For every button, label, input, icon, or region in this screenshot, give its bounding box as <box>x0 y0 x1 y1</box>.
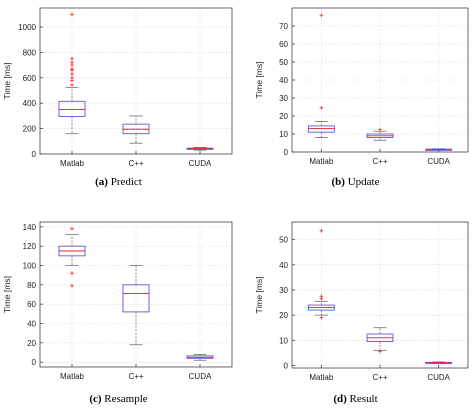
outlier-point <box>70 12 74 17</box>
y-tick-label: 30 <box>279 286 288 295</box>
box-cuda <box>425 148 453 151</box>
caption-predict: (a) Predict <box>95 176 142 188</box>
outlier-point <box>70 271 74 276</box>
y-tick-label: 50 <box>279 58 288 67</box>
y-tick-label: 30 <box>279 94 288 103</box>
outlier-point <box>319 229 324 233</box>
outlier-point <box>70 72 74 76</box>
outlier-point <box>70 226 74 231</box>
outlier-point <box>70 83 74 87</box>
outlier-point <box>70 284 74 288</box>
y-tick-label: 600 <box>23 74 37 83</box>
y-tick-label: 400 <box>23 99 37 108</box>
x-tick-label: CUDA <box>427 157 450 166</box>
y-tick-label: 40 <box>279 261 288 270</box>
outlier-point <box>378 349 382 354</box>
y-tick-label: 60 <box>279 40 288 49</box>
y-tick-label: 0 <box>32 150 37 159</box>
box-body <box>58 100 86 117</box>
subplot-update: 0 10 20 30 40 50 60 70 Matlab C++ CUDA Time [ms] <box>254 7 469 166</box>
y-tick-label: 0 <box>284 148 289 157</box>
box-cuda <box>186 146 214 151</box>
outlier-point <box>70 67 74 71</box>
x-tick-label: CUDA <box>189 372 212 381</box>
x-tick-label: Matlab <box>309 373 334 382</box>
outlier-point <box>319 106 324 110</box>
x-tick-label: Matlab <box>60 159 85 168</box>
y-tick-label: 50 <box>279 236 288 245</box>
y-axis-label: Time [ms] <box>254 62 264 99</box>
outlier-point <box>319 294 324 299</box>
y-tick-label: 120 <box>23 242 37 251</box>
x-tick-label: C++ <box>128 372 143 381</box>
outlier-point <box>70 76 74 80</box>
x-tick-label: CUDA <box>189 159 212 168</box>
y-tick-label: 200 <box>23 125 37 134</box>
y-axis-label: Time [ms] <box>2 63 12 100</box>
x-tick-label: Matlab <box>60 372 85 381</box>
y-axis-label: Time [ms] <box>2 276 12 313</box>
y-tick-label: 20 <box>279 112 288 121</box>
y-tick-label: 60 <box>27 300 36 309</box>
y-axis-label: Time [ms] <box>254 277 264 314</box>
y-tick-label: 70 <box>279 22 288 31</box>
box-matlab <box>58 12 86 135</box>
outlier-point <box>319 315 324 320</box>
outlier-point <box>70 56 74 61</box>
subplot-result: 0 10 20 30 40 50 Matlab C++ CUDA Time [ms] <box>254 221 469 382</box>
subplot-resample: 0 20 40 60 80 100 120 140 Matlab C++ CUDA Time [ms] <box>2 221 233 381</box>
y-tick-label: 20 <box>279 311 288 320</box>
box-matlab <box>307 229 335 320</box>
y-tick-label: 20 <box>27 339 36 348</box>
outlier-point <box>319 13 324 17</box>
box-body <box>122 284 150 313</box>
subplot-predict: 0 200 400 600 800 1000 Matlab C++ CUDA Time [ms] <box>2 7 233 168</box>
box-cpp <box>366 327 394 354</box>
y-tick-label: 100 <box>23 262 37 271</box>
y-tick-label: 0 <box>284 361 289 370</box>
y-tick-label: 40 <box>27 320 36 329</box>
x-tick-label: C++ <box>128 159 143 168</box>
outlier-point <box>378 127 382 132</box>
box-matlab <box>307 13 335 139</box>
y-tick-label: 0 <box>32 358 37 367</box>
caption-result: (d) Result <box>333 393 378 405</box>
y-tick-label: 40 <box>279 76 288 85</box>
box-cpp <box>122 265 150 346</box>
caption-update: (b) Update <box>331 176 380 188</box>
x-tick-label: CUDA <box>427 373 450 382</box>
x-tick-label: C++ <box>372 373 387 382</box>
x-tick-label: Matlab <box>309 157 334 166</box>
y-tick-label: 140 <box>23 223 37 232</box>
y-tick-label: 10 <box>279 336 288 345</box>
box-cpp <box>366 127 394 141</box>
outlier-point <box>70 60 74 65</box>
box-matlab <box>58 226 86 288</box>
box-cuda <box>186 354 214 361</box>
y-tick-label: 10 <box>279 130 288 139</box>
x-tick-label: C++ <box>372 157 387 166</box>
y-tick-label: 1000 <box>18 23 36 32</box>
box-cpp <box>122 115 150 144</box>
y-tick-label: 800 <box>23 48 37 57</box>
caption-resample: (c) Resample <box>89 393 148 405</box>
y-tick-label: 80 <box>27 281 36 290</box>
box-cuda <box>425 361 453 365</box>
